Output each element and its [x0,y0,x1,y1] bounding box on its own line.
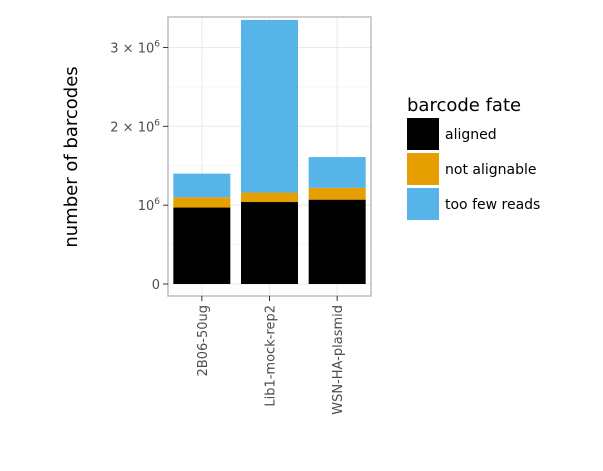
legend-key-aligned [407,118,439,150]
y-tick-label-0: 0 [152,278,160,293]
y-tick-label-3: 3 × 106 [110,40,160,57]
bar-WSN-HA-plasmid-not-alignable [308,187,366,200]
x-tick-label-1: Lib1-mock-rep2 [264,305,279,407]
y-axis-title: number of barcodes [61,66,82,247]
legend-label-not-alignable: not alignable [445,162,536,178]
legend: barcode fate aligned not alignable too few… [407,95,540,220]
y-axis-ticks: 0 106 2 × 106 3 × 106 [110,40,168,293]
bar-Lib1-mock-rep2-not-alignable [241,192,298,203]
bar-2B06-50ug-not-alignable [173,197,231,208]
bar-2B06-50ug-too-few-reads [173,173,231,198]
legend-key-too-few-reads [407,188,439,220]
bar-Lib1-mock-rep2-aligned [241,202,298,284]
bar-WSN-HA-plasmid-too-few-reads [308,157,366,188]
bar-2B06-50ug-aligned [173,207,231,284]
x-tick-label-0: 2B06-50ug [196,305,211,376]
legend-label-too-few-reads: too few reads [445,197,540,213]
bar-WSN-HA-plasmid-aligned [308,199,366,284]
x-tick-label-2: WSN-HA-plasmid [331,305,346,415]
bars [173,19,366,284]
bar-Lib1-mock-rep2-too-few-reads [241,19,298,193]
legend-title: barcode fate [407,95,521,116]
y-tick-label-1: 106 [138,197,161,214]
legend-label-aligned: aligned [445,127,497,143]
x-axis-ticks: 2B06-50ug Lib1-mock-rep2 WSN-HA-plasmid [196,296,346,415]
y-tick-label-2: 2 × 106 [110,118,160,135]
legend-key-not-alignable [407,153,439,185]
